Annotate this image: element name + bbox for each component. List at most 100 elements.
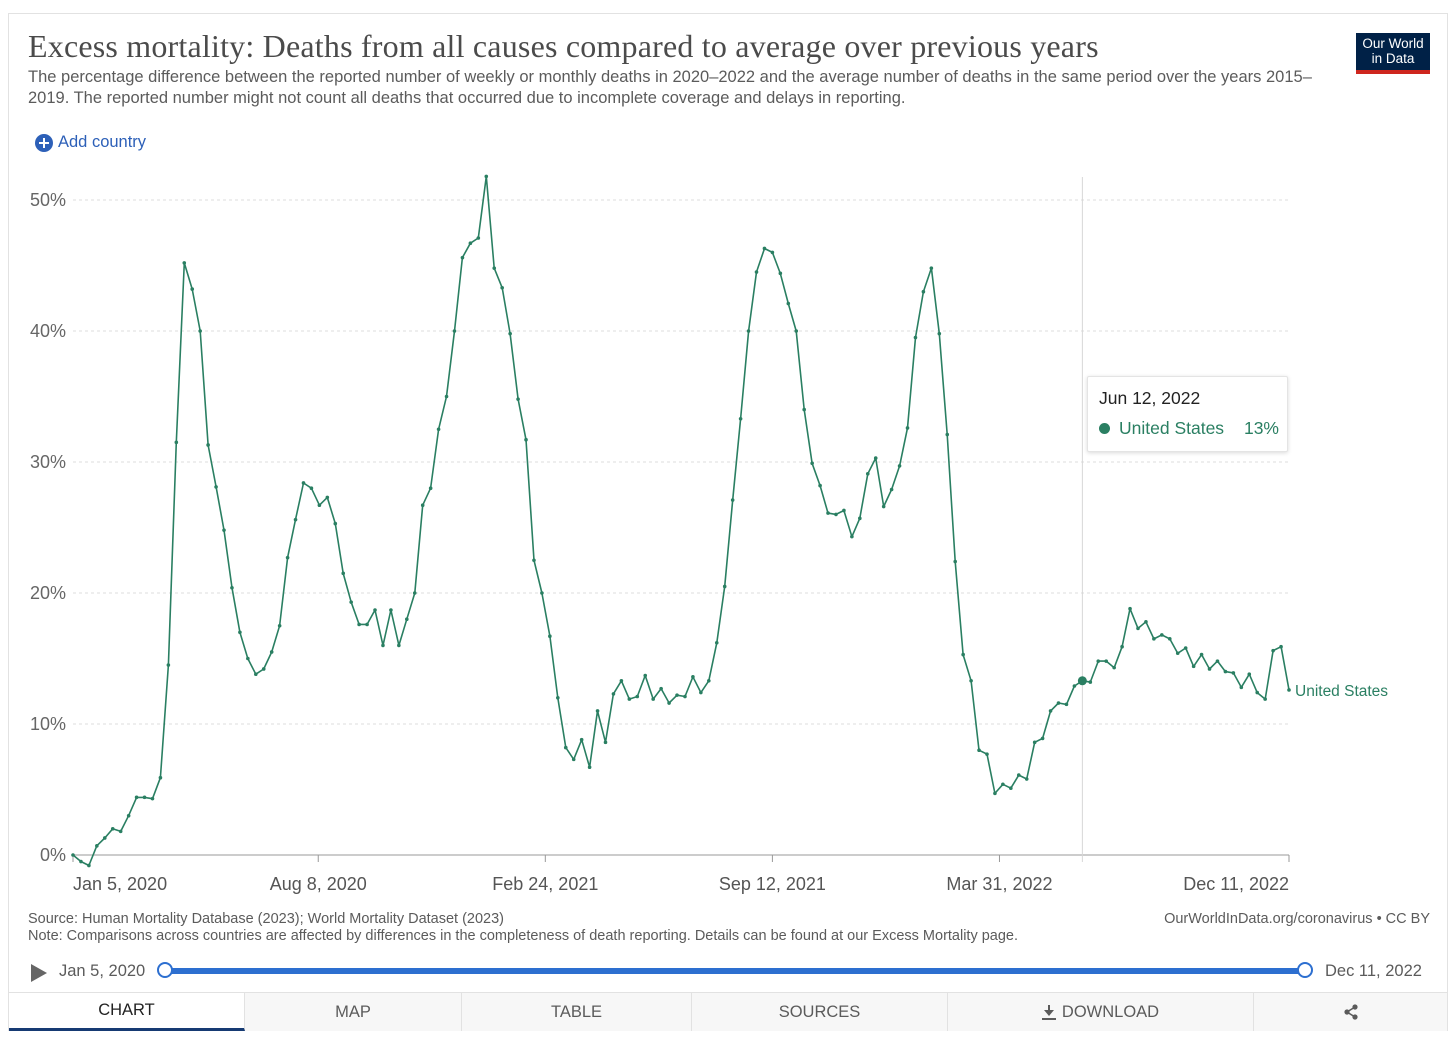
data-point xyxy=(842,508,846,513)
data-point xyxy=(87,863,91,868)
data-point xyxy=(230,585,234,590)
timeline-end-handle[interactable] xyxy=(1297,962,1313,978)
series-end-label: United States xyxy=(1295,683,1388,700)
y-tick-label: 0% xyxy=(40,845,66,865)
tab-sources[interactable]: SOURCES xyxy=(692,993,948,1031)
data-point xyxy=(794,329,799,333)
data-point xyxy=(317,503,322,508)
data-point xyxy=(810,461,814,466)
data-point xyxy=(1120,644,1124,649)
tab-table-label: TABLE xyxy=(550,1002,603,1021)
data-point xyxy=(1183,646,1188,650)
data-point xyxy=(762,246,767,251)
tooltip-date: Jun 12, 2022 xyxy=(1099,388,1201,408)
owid-logo[interactable]: Our World in Data xyxy=(1356,33,1430,74)
data-point xyxy=(238,630,242,635)
data-point xyxy=(778,271,783,276)
tab-map-label: MAP xyxy=(335,1002,371,1021)
data-point xyxy=(707,678,711,683)
data-point xyxy=(102,836,107,840)
series-dot-icon xyxy=(1099,423,1110,434)
y-tick-label: 40% xyxy=(30,321,66,341)
data-point xyxy=(1247,672,1252,677)
tab-share[interactable] xyxy=(1254,993,1447,1031)
data-point xyxy=(1016,773,1021,777)
tab-table[interactable]: TABLE xyxy=(462,993,692,1031)
x-axis: Jan 5, 2020 Aug 8, 2020 Feb 24, 2021 Sep 12… xyxy=(72,854,1290,894)
add-country-button[interactable]: Add country xyxy=(35,133,146,152)
series-united-states[interactable]: United States xyxy=(71,174,1388,868)
data-point xyxy=(166,663,171,667)
data-point xyxy=(444,394,449,399)
data-point xyxy=(269,650,274,654)
data-point xyxy=(293,517,298,522)
data-point xyxy=(786,301,791,306)
data-point xyxy=(405,617,409,621)
x-tick-label: Aug 8, 2020 xyxy=(270,874,367,894)
data-point xyxy=(1024,777,1029,781)
data-point xyxy=(865,471,870,476)
data-point xyxy=(341,571,346,576)
data-point xyxy=(1279,644,1283,649)
data-point xyxy=(492,266,497,270)
x-tick-label: Feb 24, 2021 xyxy=(492,874,598,894)
data-point xyxy=(246,656,250,661)
data-point xyxy=(1191,664,1196,669)
data-point xyxy=(95,844,99,848)
timeline-end-label: Dec 11, 2022 xyxy=(1325,962,1422,980)
data-point xyxy=(802,407,806,412)
data-point xyxy=(174,440,179,445)
data-point xyxy=(1255,690,1260,695)
chart-frame xyxy=(8,13,1448,1031)
data-point xyxy=(1263,697,1267,701)
data-point xyxy=(309,486,314,491)
tooltip-series-name: United States xyxy=(1119,418,1225,438)
tab-map[interactable]: MAP xyxy=(245,993,462,1031)
data-point xyxy=(961,652,965,657)
data-point xyxy=(921,289,926,294)
line-chart[interactable]: 0% 10% 20% 30% 40% 50% Jan 5, 2020 Aug 8, 2020… xyxy=(0,0,1456,900)
timeline-track[interactable] xyxy=(165,968,1306,974)
tab-download[interactable]: DOWNLOAD xyxy=(948,993,1254,1031)
data-point xyxy=(548,634,552,639)
data-point xyxy=(627,697,632,701)
data-point xyxy=(190,287,195,291)
data-point xyxy=(381,643,385,648)
data-point xyxy=(1096,659,1101,663)
tab-chart[interactable]: CHART xyxy=(9,993,245,1031)
download-icon xyxy=(1041,1004,1056,1020)
data-point xyxy=(770,250,775,255)
data-point xyxy=(365,622,369,627)
logo-line-2: in Data xyxy=(1371,51,1415,66)
x-tick-label: Dec 11, 2022 xyxy=(1183,874,1289,894)
data-point xyxy=(1072,684,1077,688)
timeline-start-handle[interactable] xyxy=(157,962,173,978)
data-point xyxy=(858,516,862,521)
data-point xyxy=(333,521,338,526)
tooltip-value: 13% xyxy=(1243,418,1279,438)
source-link[interactable]: OurWorldInData.org/coronavirus • CC BY xyxy=(1164,911,1430,927)
data-point xyxy=(1287,688,1291,692)
data-point xyxy=(532,558,536,563)
data-point xyxy=(1112,665,1116,670)
data-point xyxy=(206,443,210,447)
tooltip-row: United States 13% xyxy=(1099,418,1279,439)
data-point xyxy=(937,331,942,336)
timeline[interactable]: Jan 5, 2020 Dec 11, 2022 xyxy=(28,958,1428,986)
data-point xyxy=(651,697,655,701)
data-point xyxy=(1152,637,1156,641)
data-point xyxy=(516,397,520,401)
data-point xyxy=(198,329,202,333)
data-point xyxy=(1040,736,1045,741)
data-point xyxy=(253,672,258,677)
data-point xyxy=(524,437,528,442)
data-point xyxy=(508,331,512,336)
data-point xyxy=(738,416,743,421)
chart-title: Excess mortality: Deaths from all causes… xyxy=(28,28,1099,64)
data-point xyxy=(881,504,886,509)
tab-sources-label: SOURCES xyxy=(778,1002,861,1021)
data-point xyxy=(1199,652,1204,657)
data-point xyxy=(412,591,417,595)
data-point xyxy=(476,236,481,240)
play-icon[interactable] xyxy=(31,964,47,982)
